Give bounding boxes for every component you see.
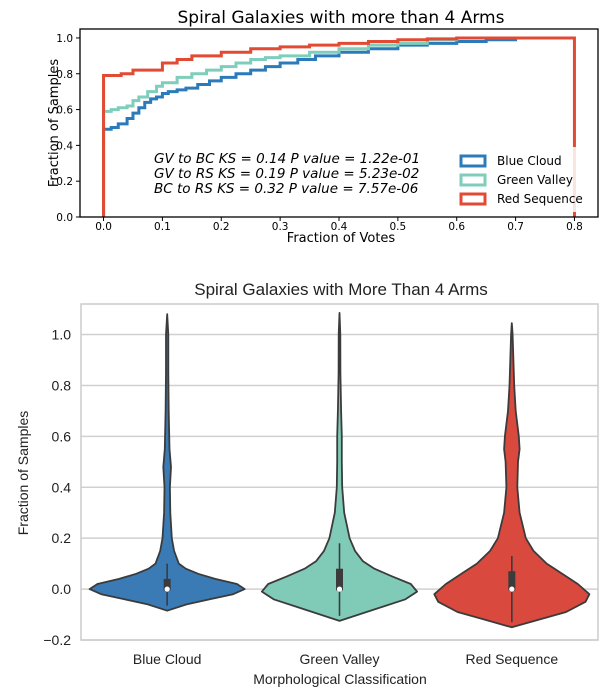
top-y-tick-label: 0.0 xyxy=(56,212,73,224)
top-y-tick-label: 1.0 xyxy=(56,33,73,45)
legend-swatch-blue-cloud xyxy=(459,154,487,168)
top-x-tick-label: 0.7 xyxy=(507,221,524,233)
legend-label-green-valley: Green Valley xyxy=(497,173,573,187)
ecdf-line-red-sequence xyxy=(102,36,576,217)
bottom-y-tick-label: 0.6 xyxy=(52,428,72,444)
ks-annotation-gv-bc: GV to BC KS = 0.14 P value = 1.22e-01 xyxy=(154,151,420,167)
legend-label-red-sequence: Red Sequence xyxy=(497,192,583,206)
violin-median-green-valley xyxy=(336,586,343,592)
top-x-tick-label: 0.5 xyxy=(390,221,407,233)
top-series-group xyxy=(102,36,576,217)
top-x-tick-label: 0.3 xyxy=(272,221,289,233)
legend-label-blue-cloud: Blue Cloud xyxy=(497,154,562,168)
bottom-y-ticks: −0.2 0.0 0.2 0.4 0.6 0.8 1.0 xyxy=(43,327,71,648)
legend-frame xyxy=(455,147,595,212)
bottom-y-tick-label: 0.2 xyxy=(52,530,72,546)
ks-annotation-bc-rs: BC to RS KS = 0.32 P value = 7.57e-06 xyxy=(154,181,418,197)
top-y-tick-label: 0.6 xyxy=(56,105,73,117)
top-x-tick-label: 0.4 xyxy=(331,221,348,233)
ecdf-chart: Spiral Galaxies with more than 4 Arms 0.… xyxy=(47,8,599,246)
bottom-y-tick-label: 1.0 xyxy=(52,327,72,343)
top-y-tick-label: 0.2 xyxy=(56,176,73,188)
bottom-y-axis-label: Fraction of Samples xyxy=(15,411,31,536)
bottom-x-tick-label: Red Sequence xyxy=(466,651,559,667)
violin-green-valley xyxy=(261,312,418,622)
legend-swatch-green-valley xyxy=(459,173,487,187)
top-x-tick-label: 0.0 xyxy=(95,221,112,233)
violin-red-sequence xyxy=(433,322,591,629)
bottom-y-tick-label: −0.2 xyxy=(43,632,71,648)
top-x-tick-label: 0.1 xyxy=(154,221,171,233)
violin-iqr-box-green-valley xyxy=(336,568,343,591)
top-x-tick-label: 0.6 xyxy=(448,221,465,233)
ecdf-line-blue-cloud xyxy=(102,36,575,217)
violin-chart: Spiral Galaxies with More Than 4 Arms −0… xyxy=(15,280,599,687)
violin-blue-cloud xyxy=(88,313,246,612)
top-x-tick-label: 0.8 xyxy=(566,221,583,233)
bottom-plot-frame xyxy=(80,303,599,641)
top-legend: Blue Cloud Green Valley Red Sequence xyxy=(455,147,595,212)
bottom-y-tick-label: 0.0 xyxy=(52,581,72,597)
bottom-y-tick-label: 0.4 xyxy=(52,479,72,495)
violin-iqr-box-red-sequence xyxy=(508,571,516,591)
top-y-ticks: 0.0 0.2 0.4 0.6 0.8 1.0 xyxy=(56,33,80,224)
violin-iqr-box-blue-cloud xyxy=(163,578,171,591)
top-y-axis-label: Fraction of Samples xyxy=(47,59,62,187)
bottom-x-axis-label: Morphological Classification xyxy=(253,671,427,687)
top-x-tick-label: 0.2 xyxy=(213,221,230,233)
top-x-axis-label: Fraction of Votes xyxy=(287,231,396,246)
bottom-y-tick-label: 0.8 xyxy=(52,377,72,393)
top-x-ticks: 0.0 0.1 0.2 0.3 0.4 0.5 0.6 0.7 0.8 xyxy=(95,217,583,233)
ks-annotations: GV to BC KS = 0.14 P value = 1.22e-01 GV… xyxy=(154,151,420,197)
bottom-x-tick-label: Blue Cloud xyxy=(133,651,202,667)
bottom-x-ticks: Blue Cloud Green Valley Red Sequence xyxy=(133,651,558,667)
violin-body-blue-cloud xyxy=(88,313,246,612)
violin-body-red-sequence xyxy=(433,322,591,629)
top-y-tick-label: 0.4 xyxy=(56,140,73,152)
bottom-chart-title: Spiral Galaxies with More Than 4 Arms xyxy=(194,280,488,299)
legend-swatch-red-sequence xyxy=(459,192,487,206)
violin-body-green-valley xyxy=(261,312,418,622)
violin-median-red-sequence xyxy=(509,586,515,592)
top-y-tick-label: 0.8 xyxy=(56,69,73,81)
ecdf-line-green-valley xyxy=(102,36,575,217)
violin-median-blue-cloud xyxy=(164,586,170,592)
bottom-x-tick-label: Green Valley xyxy=(300,651,380,667)
violins-group xyxy=(88,312,591,629)
ks-annotation-gv-rs: GV to RS KS = 0.19 P value = 5.23e-02 xyxy=(154,166,419,182)
top-chart-title: Spiral Galaxies with more than 4 Arms xyxy=(178,8,505,28)
